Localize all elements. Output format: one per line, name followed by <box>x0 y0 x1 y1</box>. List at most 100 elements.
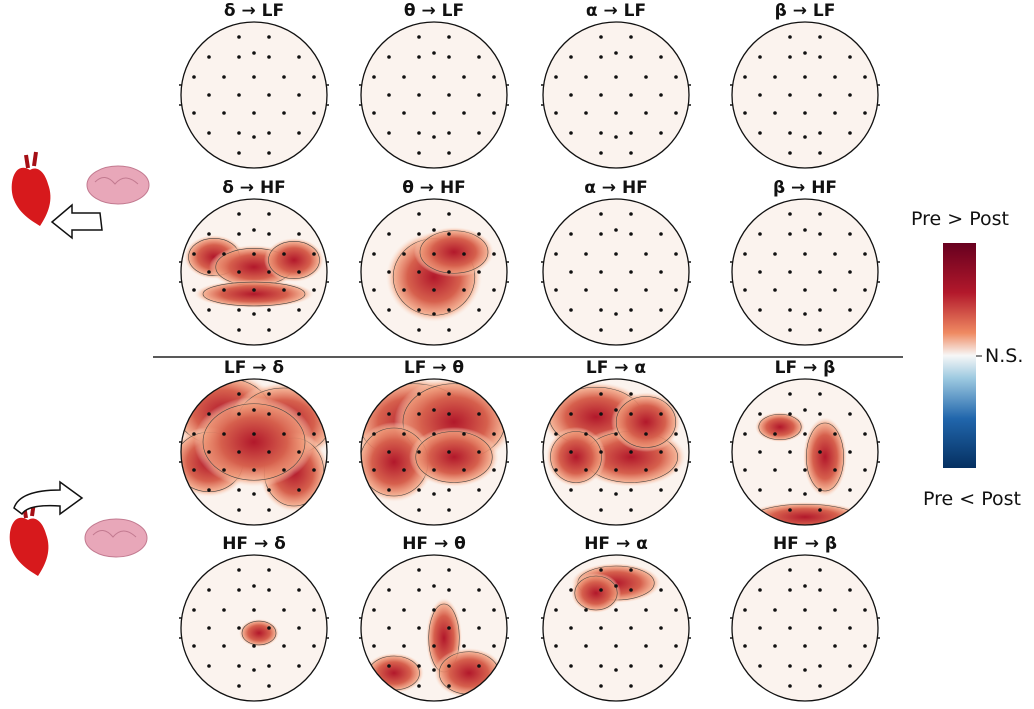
electrode <box>773 288 777 292</box>
electrode <box>432 312 436 316</box>
electrode <box>267 508 271 512</box>
topoplot: β → LF <box>730 1 880 168</box>
topoplot: α → HF <box>541 178 691 345</box>
electrode <box>207 131 211 135</box>
electrode <box>432 288 436 292</box>
electrode <box>312 252 316 256</box>
heat-blob <box>194 280 314 308</box>
electrode <box>462 288 466 292</box>
electrode <box>252 135 256 139</box>
electrode <box>462 432 466 436</box>
electrode <box>818 392 822 396</box>
electrode <box>207 488 211 492</box>
electrode <box>818 488 822 492</box>
electrode <box>462 644 466 648</box>
electrode <box>584 468 588 472</box>
electrode <box>629 450 633 454</box>
electrode <box>252 644 256 648</box>
electrode <box>659 412 663 416</box>
electrode <box>477 664 481 668</box>
electrode <box>447 93 451 97</box>
electrode <box>237 450 241 454</box>
electrode <box>252 51 256 55</box>
electrode <box>237 508 241 512</box>
electrode <box>569 93 573 97</box>
electrode <box>848 308 852 312</box>
electrode <box>674 288 678 292</box>
electrode <box>848 93 852 97</box>
electrode <box>569 412 573 416</box>
electrode <box>207 626 211 630</box>
electrode <box>267 151 271 155</box>
electrode <box>252 408 256 412</box>
electrode <box>659 626 663 630</box>
electrode <box>417 308 421 312</box>
electrode <box>803 408 807 412</box>
electrode <box>462 252 466 256</box>
electrode <box>584 75 588 79</box>
electrode <box>492 468 496 472</box>
electrode <box>417 412 421 416</box>
heart-icon-top <box>12 152 51 226</box>
head-fill <box>732 555 878 701</box>
electrode <box>818 212 822 216</box>
electrode <box>297 270 301 274</box>
electrode <box>788 232 792 236</box>
electrode <box>462 608 466 612</box>
electrode <box>758 270 762 274</box>
electrode <box>743 75 747 79</box>
electrode <box>417 392 421 396</box>
electrode <box>492 75 496 79</box>
electrode <box>192 468 196 472</box>
electrode <box>614 75 618 79</box>
electrode <box>803 432 807 436</box>
electrode <box>252 468 256 472</box>
electrode <box>222 432 226 436</box>
electrode <box>803 668 807 672</box>
electrode <box>402 111 406 115</box>
electrode <box>252 668 256 672</box>
electrode <box>417 151 421 155</box>
electrode <box>614 432 618 436</box>
electrode <box>743 252 747 256</box>
electrode <box>267 392 271 396</box>
electrode <box>432 75 436 79</box>
electrode <box>417 232 421 236</box>
electrode <box>773 111 777 115</box>
electrode <box>267 232 271 236</box>
electrode <box>267 55 271 59</box>
electrode <box>237 684 241 688</box>
panel-title: α → HF <box>584 178 648 198</box>
heart-icon-bottom <box>10 502 49 576</box>
electrode <box>297 664 301 668</box>
electrode <box>614 312 618 316</box>
topoplot: HF → θ <box>359 534 509 701</box>
electrode <box>833 288 837 292</box>
electrode <box>659 270 663 274</box>
electrode <box>569 588 573 592</box>
electrode <box>803 135 807 139</box>
electrode <box>644 608 648 612</box>
electrode <box>237 212 241 216</box>
topoplot: LF → β <box>730 358 880 532</box>
electrode <box>252 432 256 436</box>
electrode <box>267 488 271 492</box>
electrode <box>447 626 451 630</box>
electrode <box>758 93 762 97</box>
electrode <box>629 488 633 492</box>
panel-title: LF → θ <box>404 358 464 378</box>
electrode <box>432 135 436 139</box>
electrode <box>222 644 226 648</box>
electrode <box>282 288 286 292</box>
electrode <box>447 488 451 492</box>
electrode <box>267 212 271 216</box>
head-fill <box>732 199 878 345</box>
electrode <box>402 644 406 648</box>
electrode <box>599 588 603 592</box>
electrode <box>297 588 301 592</box>
electrode <box>659 131 663 135</box>
electrode <box>863 288 867 292</box>
electrode <box>758 131 762 135</box>
electrode <box>387 55 391 59</box>
electrode <box>417 93 421 97</box>
